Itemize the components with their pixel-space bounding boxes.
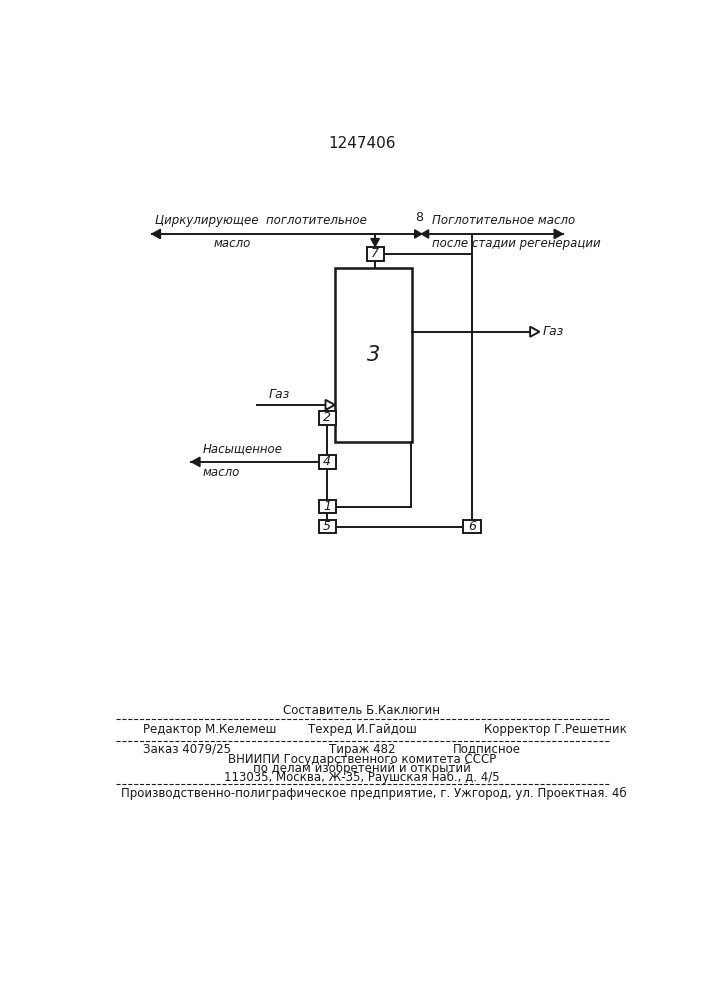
Text: масло: масло [202,466,240,479]
Text: Корректор Г.Решетник: Корректор Г.Решетник [484,723,626,736]
Text: Производственно-полиграфическое предприятие, г. Ужгород, ул. Проектная. 4б: Производственно-полиграфическое предприя… [121,786,626,800]
Polygon shape [325,400,335,410]
Polygon shape [554,229,563,239]
Text: 3: 3 [367,345,380,365]
Text: Подписное: Подписное [452,743,520,756]
Text: масло: масло [213,237,250,250]
Polygon shape [152,229,160,239]
Text: Техред И.Гайдош: Техред И.Гайдош [308,723,416,736]
Polygon shape [414,230,421,238]
Text: 5: 5 [323,520,331,533]
Bar [319,500,336,513]
Text: Циркулирующее  поглотительное: Циркулирующее поглотительное [155,214,367,227]
Text: после стадии регенерации: после стадии регенерации [432,237,600,250]
Text: 7: 7 [371,247,379,260]
Text: 2: 2 [323,411,331,424]
Polygon shape [421,230,428,238]
Text: Редактор М.Келемеш: Редактор М.Келемеш [143,723,276,736]
Text: Поглотительное масло: Поглотительное масло [432,214,575,227]
Text: 4: 4 [323,455,331,468]
Text: 8: 8 [415,211,423,224]
Text: 113035, Москва, Ж-35, Раушская наб., д. 4/5: 113035, Москва, Ж-35, Раушская наб., д. … [224,771,500,784]
Polygon shape [371,239,380,246]
Text: Тираж 482: Тираж 482 [329,743,395,756]
Text: 1247406: 1247406 [328,136,396,151]
Text: ВНИИПИ Государственного комитета СССР: ВНИИПИ Государственного комитета СССР [228,753,496,766]
Text: Составитель Б.Каклюгин: Составитель Б.Каклюгин [284,704,440,717]
Bar [319,411,336,425]
Polygon shape [530,327,539,337]
Polygon shape [192,457,200,467]
Text: 1: 1 [323,500,331,513]
Bar [319,520,336,533]
Text: Газ: Газ [268,388,289,401]
Bar [464,520,481,533]
Bar [319,455,336,469]
Text: 6: 6 [468,520,476,533]
Text: Заказ 4079/25: Заказ 4079/25 [143,743,230,756]
Bar [335,268,412,442]
Bar [367,247,384,261]
Text: по делам изобретений и открытий: по делам изобретений и открытий [253,762,471,775]
Text: Газ: Газ [542,325,563,338]
Text: Насыщенное: Насыщенное [202,443,282,456]
